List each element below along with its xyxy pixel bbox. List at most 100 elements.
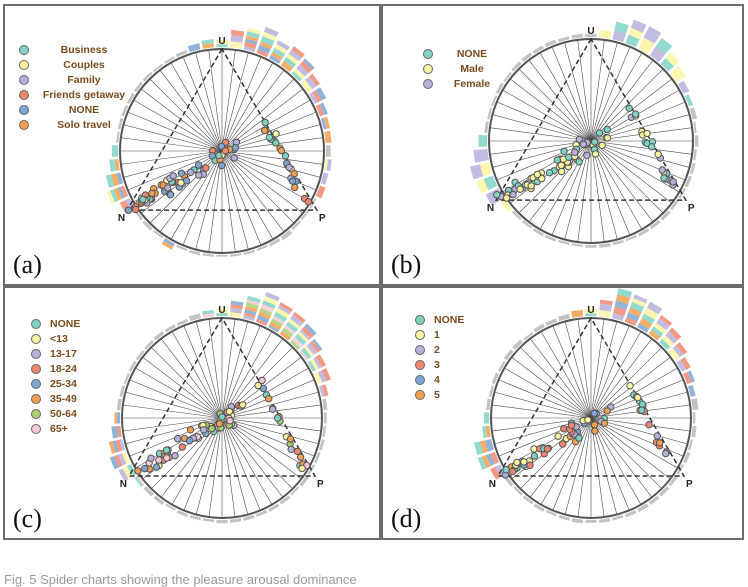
- legend-item: <13: [31, 331, 92, 346]
- rose-bar: [503, 349, 514, 361]
- rose-bar: [304, 323, 317, 336]
- rose-bar: [617, 288, 633, 298]
- panel-a: U N P Business Couples Family Friends getaway…: [3, 4, 381, 286]
- legend-item: 2: [415, 342, 476, 357]
- panel-label-c: (c): [13, 504, 42, 533]
- rose-bar: [118, 453, 127, 466]
- rose-bar: [612, 30, 627, 43]
- rose-bar: [202, 43, 214, 49]
- legend-item: 25-34: [31, 376, 92, 391]
- rose-bar: [669, 199, 679, 211]
- spider-chart-a: U N P: [105, 26, 332, 257]
- rose-bar: [243, 514, 255, 521]
- spoke-line: [590, 417, 662, 489]
- rose-bar: [120, 185, 129, 198]
- rose-bar: [135, 350, 145, 361]
- legend-item: Friends getaway: [19, 87, 130, 102]
- data-point: [638, 406, 646, 414]
- data-point: [509, 190, 517, 199]
- rose-bar: [291, 71, 302, 82]
- legend-item: 13-17: [31, 346, 92, 361]
- data-point: [626, 382, 634, 390]
- data-point: [571, 148, 579, 157]
- rose-bar: [643, 26, 662, 44]
- rose-bar: [689, 162, 696, 175]
- legend-marker: [31, 348, 41, 359]
- legend-item: 1: [415, 327, 476, 342]
- rose-bar: [495, 82, 504, 94]
- rose-bar: [229, 312, 242, 318]
- rose-bar: [153, 229, 164, 239]
- rose-bar: [187, 43, 201, 53]
- rose-bar: [314, 451, 321, 464]
- rose-bar: [293, 68, 305, 80]
- rose-bar: [585, 313, 597, 317]
- data-point: [124, 206, 133, 214]
- legend-marker: [31, 363, 41, 374]
- rose-bar: [557, 36, 570, 43]
- rose-bar: [161, 240, 174, 250]
- spoke-line: [590, 140, 654, 223]
- spoke-line: [170, 150, 223, 240]
- data-point: [177, 169, 186, 178]
- rose-bar: [500, 199, 513, 212]
- panel-b: U N P NONE Male Female (b): [381, 4, 744, 286]
- vertex-label-p: P: [688, 203, 695, 214]
- spoke-line: [564, 417, 592, 515]
- vertex-label-u: U: [587, 26, 594, 37]
- spoke-line: [564, 42, 592, 142]
- spoke-line: [129, 379, 223, 419]
- spoke-line: [590, 140, 680, 193]
- rose-bar: [480, 162, 493, 177]
- data-point: [583, 151, 591, 160]
- data-point: [187, 168, 195, 177]
- data-point: [194, 161, 203, 169]
- rose-bar: [286, 53, 299, 65]
- rose-bar: [176, 318, 189, 326]
- spoke-line: [123, 150, 223, 178]
- spoke-line: [195, 52, 223, 152]
- rose-bar: [290, 339, 301, 350]
- rose-bar: [202, 518, 215, 523]
- data-point: [208, 424, 216, 433]
- rose-bar: [268, 503, 280, 512]
- rose-bar: [483, 175, 498, 191]
- legend-label: 35-49: [50, 392, 77, 405]
- data-point: [199, 426, 208, 434]
- data-point: [293, 447, 302, 456]
- data-point: [134, 467, 142, 475]
- legend-marker: [423, 78, 433, 89]
- rose-bar: [230, 35, 244, 43]
- spoke-line: [590, 417, 605, 518]
- data-point: [259, 384, 268, 393]
- data-point: [645, 421, 653, 429]
- legend-label: Family: [67, 73, 101, 86]
- rose-bar: [201, 39, 214, 45]
- spoke-line: [221, 150, 274, 240]
- legend-b: NONE Male Female: [423, 46, 502, 91]
- rose-bar: [599, 243, 611, 248]
- spoke-line: [120, 150, 223, 165]
- data-point: [567, 421, 576, 430]
- rose-bar: [470, 164, 484, 180]
- spoke-line: [120, 137, 223, 152]
- legend-marker: [31, 318, 41, 329]
- spoke-line: [221, 321, 249, 419]
- rose-bar: [631, 297, 646, 307]
- rose-bar: [299, 350, 309, 361]
- spoke-line: [221, 56, 262, 152]
- rose-bar: [307, 360, 317, 372]
- vertex-label-p: P: [686, 479, 693, 490]
- rose-bar: [299, 475, 309, 487]
- spoke-line: [221, 52, 249, 152]
- legend-marker: [415, 344, 425, 355]
- spoke-line: [221, 417, 284, 498]
- legend-label: 13-17: [50, 347, 77, 360]
- rose-bar: [264, 26, 279, 37]
- rose-bar: [484, 412, 490, 424]
- vertex-label-n: N: [120, 479, 127, 490]
- legend-marker: [415, 374, 425, 385]
- data-point: [520, 458, 528, 466]
- legend-marker: [19, 104, 29, 115]
- pad-triangle: [125, 47, 319, 211]
